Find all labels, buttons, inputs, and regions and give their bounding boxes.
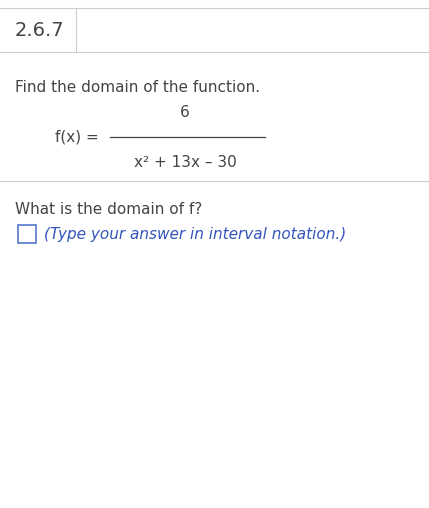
Text: x² + 13x – 30: x² + 13x – 30: [133, 155, 236, 170]
Text: 2.6.7: 2.6.7: [15, 20, 65, 40]
Text: (Type your answer in interval notation.): (Type your answer in interval notation.): [44, 227, 346, 241]
Text: f(x) =: f(x) =: [55, 130, 104, 144]
Text: 6: 6: [180, 105, 190, 120]
Text: Find the domain of the function.: Find the domain of the function.: [15, 80, 260, 95]
Text: What is the domain of f?: What is the domain of f?: [15, 202, 202, 217]
Bar: [18, 225, 36, 243]
